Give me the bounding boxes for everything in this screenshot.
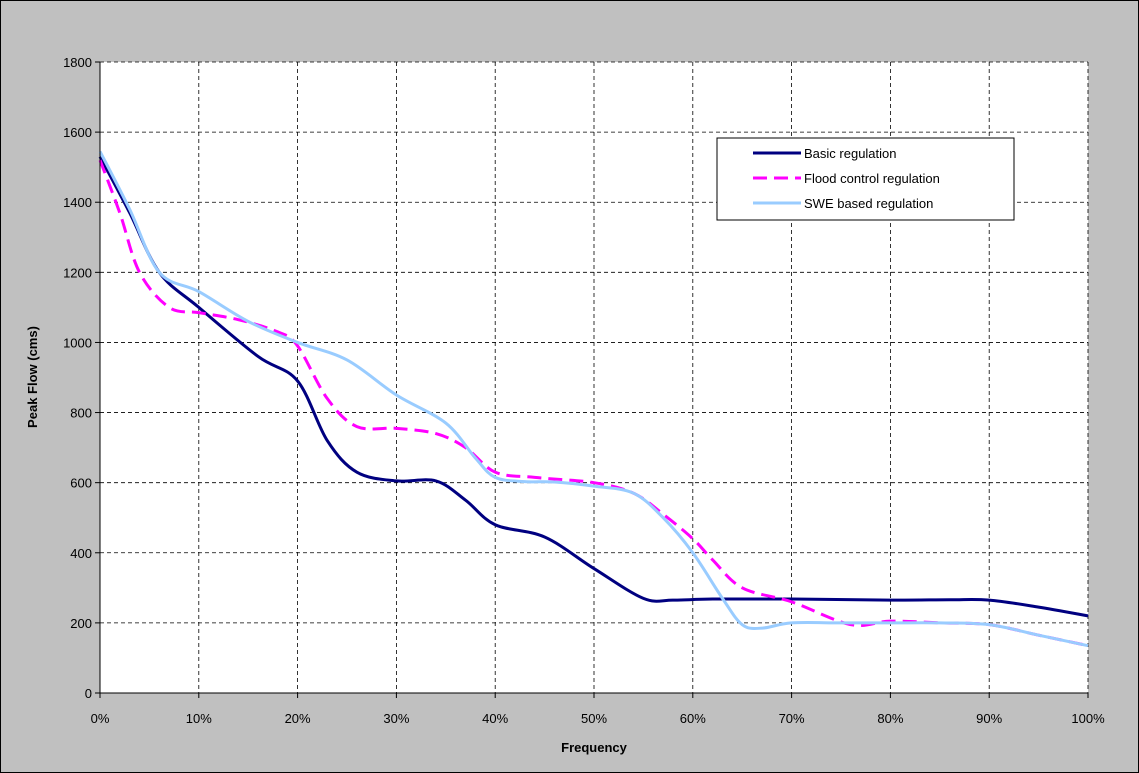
y-tick-label: 200 [70,616,92,631]
series-line-swe [98,150,1089,648]
axes [95,61,1089,698]
series-layer [98,150,1089,648]
y-tick-label: 1000 [63,335,92,350]
x-tick-label: 30% [383,711,409,726]
x-axis-title: Frequency [561,740,628,755]
series-line-basic [98,155,1089,618]
y-tick-label: 1600 [63,125,92,140]
legend: Basic regulation Flood control regulatio… [716,137,1015,221]
x-tick-label: 20% [285,711,311,726]
y-axis-title: Peak Flow (cms) [25,326,40,428]
y-tick-label: 600 [70,476,92,491]
x-tick-label: 40% [482,711,508,726]
legend-entry-basic: Basic regulation [753,146,897,161]
x-tick-label: 10% [186,711,212,726]
y-tick-label: 0 [85,686,92,701]
y-tick-label: 1800 [63,55,92,70]
legend-label-swe: SWE based regulation [804,196,933,211]
x-tick-label: 70% [779,711,805,726]
x-tick-label: 50% [581,711,607,726]
legend-label-flood-control: Flood control regulation [804,171,940,186]
x-tick-label: 80% [877,711,903,726]
y-tick-label: 1400 [63,195,92,210]
x-tick-label: 60% [680,711,706,726]
legend-label-basic: Basic regulation [804,146,897,161]
x-tick-label: 100% [1071,711,1105,726]
legend-entry-swe: SWE based regulation [753,196,933,211]
x-tick-label: 90% [976,711,1002,726]
y-tick-label: 1200 [63,265,92,280]
y-tick-label: 400 [70,546,92,561]
x-tick-label: 0% [91,711,110,726]
tick-labels: 0% 10% 20% 30% 40% 50% 60% 70% 80% 90% 100% 0 200 400… [63,55,1105,726]
legend-entry-flood-control: Flood control regulation [753,171,940,186]
y-tick-label: 800 [70,406,92,421]
